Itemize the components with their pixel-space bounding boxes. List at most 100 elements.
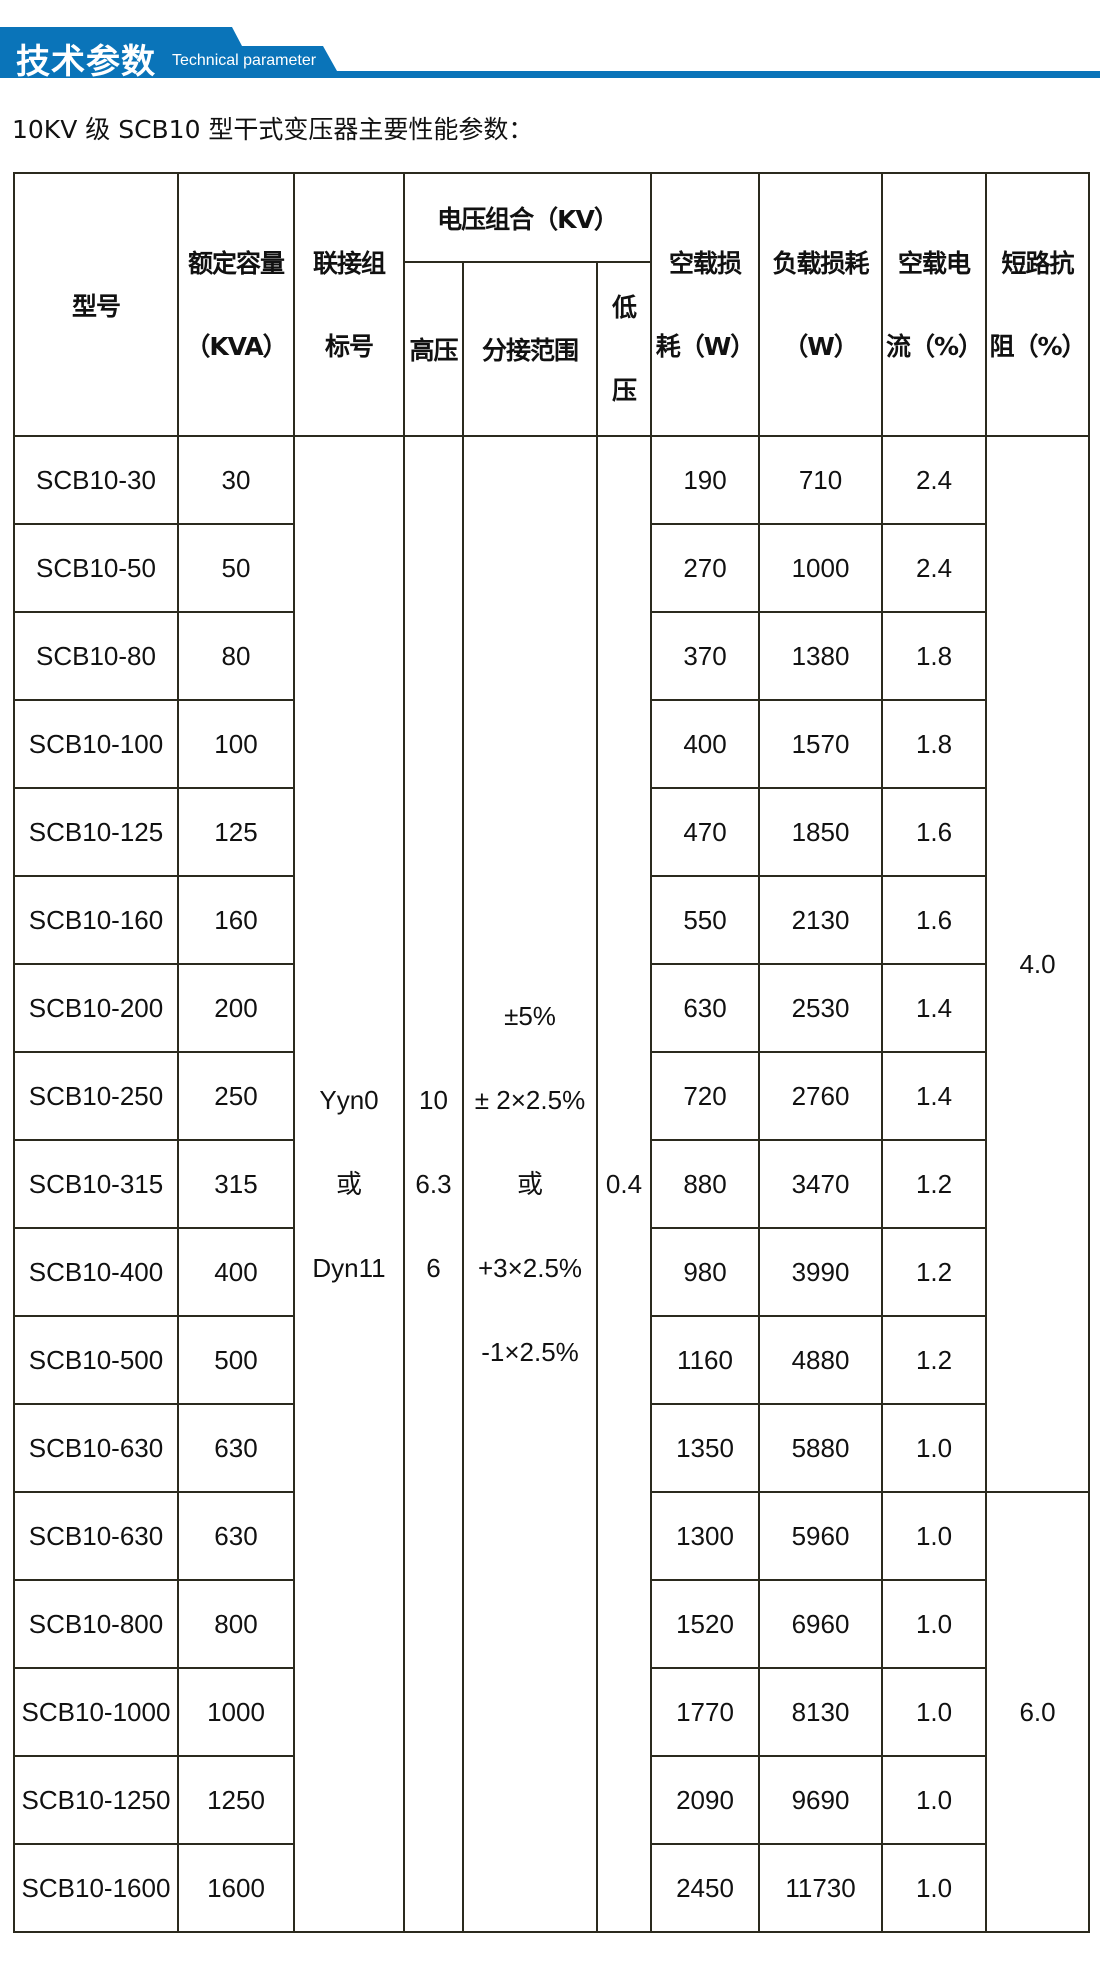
header-model: 型号 xyxy=(13,172,179,437)
model-cell: SCB10-1250 xyxy=(13,1755,179,1845)
noload-current-cell: 1.2 xyxy=(881,1139,988,1229)
tap-cell: ±5% ± 2×2.5% 或 +3×2.5% -1×2.5% xyxy=(462,435,598,1933)
capacity-cell: 630 xyxy=(177,1491,295,1581)
header-hv: 高压 xyxy=(403,261,464,437)
capacity-cell: 160 xyxy=(177,875,295,965)
model-cell: SCB10-1600 xyxy=(13,1843,179,1933)
noload-loss-cell: 1300 xyxy=(650,1491,761,1581)
noload-loss-cell: 190 xyxy=(650,435,761,525)
hv-cell: 10 6.3 6 xyxy=(403,435,464,1933)
table-row: SCB10-30 30 Yyn0 或 Dyn11 10 6.3 6 ±5% ± 2×2.5% 或 +3… xyxy=(13,435,1091,1933)
noload-current-cell: 1.8 xyxy=(881,699,988,789)
table-caption: 10KV 级 SCB10 型干式变压器主要性能参数： xyxy=(12,115,534,144)
header-impedance: 短路抗 阻（%） xyxy=(985,172,1091,437)
capacity-cell: 1600 xyxy=(177,1843,295,1933)
table-row: SCB10-500 500 1160 4880 1.2 xyxy=(13,1315,1089,1405)
table-row: SCB10-100 100 400 1570 1.8 xyxy=(13,699,1089,789)
noload-loss-cell: 1350 xyxy=(650,1403,761,1493)
table-row: SCB10-1250 1250 2090 9690 1.0 xyxy=(13,1755,1089,1845)
noload-current-cell: 1.4 xyxy=(881,963,988,1053)
group-cell-line: 或 xyxy=(335,1169,362,1199)
header-noload-loss: 空载损 耗（W） xyxy=(650,172,761,437)
header-noload-current: 空载电 流（%） xyxy=(881,172,988,437)
table-row: SCB10-630 630 1350 5880 1.0 xyxy=(13,1403,1089,1493)
spec-table: 型号 额定容量 （KVA） 联接组 标号 电压组合（KV） 空载损 耗（W） 负载损耗… xyxy=(13,172,1091,1933)
model-cell: SCB10-500 xyxy=(13,1315,179,1405)
table-row: SCB10-160 160 550 2130 1.6 xyxy=(13,875,1089,965)
model-cell: SCB10-315 xyxy=(13,1139,179,1229)
noload-loss-cell: 1520 xyxy=(650,1579,761,1669)
table-row: SCB10-250 250 720 2760 1.4 xyxy=(13,1051,1089,1141)
table-row: SCB10-400 400 980 3990 1.2 xyxy=(13,1227,1089,1317)
noload-current-cell: 1.8 xyxy=(881,611,988,701)
model-cell: SCB10-1000 xyxy=(13,1667,179,1757)
capacity-cell: 1250 xyxy=(177,1755,295,1845)
model-cell: SCB10-100 xyxy=(13,699,179,789)
load-loss-cell: 2130 xyxy=(758,875,884,965)
capacity-cell: 80 xyxy=(177,611,295,701)
noload-current-cell: 1.6 xyxy=(881,875,988,965)
load-loss-cell: 1380 xyxy=(758,611,884,701)
capacity-cell: 200 xyxy=(177,963,295,1053)
noload-loss-cell: 270 xyxy=(650,523,761,613)
capacity-cell: 1000 xyxy=(177,1667,295,1757)
model-cell: SCB10-630 xyxy=(13,1403,179,1493)
model-cell: SCB10-800 xyxy=(13,1579,179,1669)
tap-cell-line: 或 xyxy=(516,1169,543,1199)
noload-loss-cell: 470 xyxy=(650,787,761,877)
noload-loss-cell: 880 xyxy=(650,1139,761,1229)
capacity-cell: 250 xyxy=(177,1051,295,1141)
noload-current-cell: 1.6 xyxy=(881,787,988,877)
model-cell: SCB10-200 xyxy=(13,963,179,1053)
load-loss-cell: 5960 xyxy=(758,1491,884,1581)
header-voltage: 电压组合（KV） xyxy=(402,172,653,263)
noload-loss-cell: 720 xyxy=(650,1051,761,1141)
table-row: SCB10-1600 1600 2450 11730 1.0 xyxy=(13,1843,1089,1933)
load-loss-cell: 11730 xyxy=(758,1843,884,1933)
noload-loss-cell: 1770 xyxy=(650,1667,761,1757)
model-cell: SCB10-160 xyxy=(13,875,179,965)
capacity-cell: 500 xyxy=(177,1315,295,1405)
model-cell: SCB10-250 xyxy=(13,1051,179,1141)
impedance-cell: 4.0 xyxy=(985,435,1091,1493)
section-title: 技术参数 xyxy=(16,42,156,82)
header-capacity: 额定容量 （KVA） xyxy=(177,172,295,437)
tap-cell-line: ± 2×2.5% xyxy=(474,1085,586,1115)
capacity-cell: 50 xyxy=(177,523,295,613)
load-loss-cell: 4880 xyxy=(758,1315,884,1405)
header-load-loss: 负载损耗 （W） xyxy=(758,172,884,437)
noload-current-cell: 2.4 xyxy=(881,435,988,525)
hv-cell-line: 10 xyxy=(419,1085,448,1115)
hv-cell-line: 6 xyxy=(426,1253,441,1283)
table-row: SCB10-800 800 1520 6960 1.0 xyxy=(13,1579,1089,1669)
load-loss-cell: 9690 xyxy=(758,1755,884,1845)
noload-current-cell: 1.4 xyxy=(881,1051,988,1141)
load-loss-cell: 8130 xyxy=(758,1667,884,1757)
noload-loss-cell: 630 xyxy=(650,963,761,1053)
noload-current-cell: 1.0 xyxy=(881,1579,988,1669)
impedance-cell: 6.0 xyxy=(985,1491,1091,1933)
load-loss-cell: 2530 xyxy=(758,963,884,1053)
hv-cell-line: 6.3 xyxy=(415,1169,452,1199)
load-loss-cell: 710 xyxy=(758,435,884,525)
table-row: SCB10-630 630 1300 5960 1.0 6.0 xyxy=(13,1491,1091,1933)
banner-shape xyxy=(0,27,1100,78)
capacity-cell: 315 xyxy=(177,1139,295,1229)
model-cell: SCB10-80 xyxy=(13,611,179,701)
table-row: SCB10-50 50 270 1000 2.4 xyxy=(13,523,1089,613)
noload-loss-cell: 550 xyxy=(650,875,761,965)
group-cell-line: Yyn0 xyxy=(319,1085,379,1115)
load-loss-cell: 6960 xyxy=(758,1579,884,1669)
table-row: SCB10-80 80 370 1380 1.8 xyxy=(13,611,1089,701)
table-row: SCB10-125 125 470 1850 1.6 xyxy=(13,787,1089,877)
capacity-cell: 100 xyxy=(177,699,295,789)
noload-loss-cell: 2450 xyxy=(650,1843,761,1933)
load-loss-cell: 1850 xyxy=(758,787,884,877)
section-subtitle: Technical parameter xyxy=(172,52,317,69)
noload-current-cell: 1.0 xyxy=(881,1491,988,1581)
lv-cell: 0.4 xyxy=(595,435,653,1933)
noload-current-cell: 1.2 xyxy=(881,1315,988,1405)
load-loss-cell: 3990 xyxy=(758,1227,884,1317)
capacity-cell: 30 xyxy=(177,435,295,525)
load-loss-cell: 3470 xyxy=(758,1139,884,1229)
